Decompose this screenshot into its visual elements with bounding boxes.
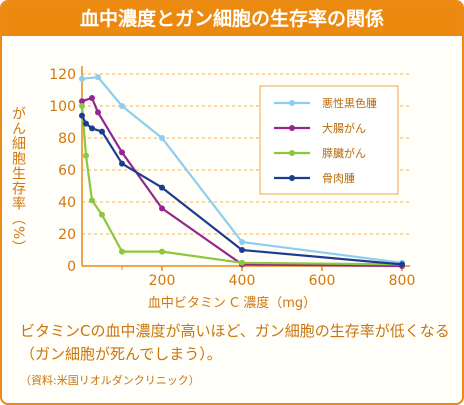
chart-plot: 0 20 40 60 80 100 120 200 400 600 800 悪性黒色腫大腸がん膵臓が… xyxy=(49,66,415,289)
y-tick-label: 80 xyxy=(58,131,76,147)
data-point xyxy=(239,247,245,253)
legend-label: 骨肉腫 xyxy=(322,171,355,185)
data-point xyxy=(89,125,95,132)
data-point xyxy=(399,261,405,268)
data-point xyxy=(119,103,125,109)
legend-marker xyxy=(289,125,295,131)
data-point xyxy=(99,211,105,218)
series-line-3 xyxy=(80,105,403,266)
data-point xyxy=(159,205,165,212)
data-point xyxy=(79,112,85,119)
data-point xyxy=(159,184,165,191)
x-tick-label: 600 xyxy=(309,273,336,289)
data-point xyxy=(95,74,101,81)
y-tick-label: 120 xyxy=(49,67,76,83)
y-tick-label: 100 xyxy=(49,99,76,115)
y-tick-label: 40 xyxy=(58,195,76,211)
data-point xyxy=(79,75,85,82)
data-point xyxy=(119,248,125,255)
x-tick-label: 200 xyxy=(149,273,176,289)
grid-lines xyxy=(82,73,410,235)
legend-marker xyxy=(289,150,295,156)
data-point xyxy=(89,95,95,101)
x-tick-label: 800 xyxy=(389,273,416,289)
data-point xyxy=(79,103,85,109)
data-point xyxy=(99,128,105,135)
x-axis-label: 血中ビタミン C 濃度（mg） xyxy=(147,296,317,311)
tick-labels: 0 20 40 60 80 100 120 200 400 600 800 xyxy=(49,67,415,289)
data-point xyxy=(83,120,89,127)
data-point xyxy=(119,160,125,167)
data-point xyxy=(83,152,89,159)
y-axis-label: がん細胞生存率（%） xyxy=(10,106,26,256)
x-tick-label: 400 xyxy=(229,273,256,289)
legend-marker xyxy=(289,100,295,106)
data-point xyxy=(89,197,95,204)
chart-caption: ビタミンCの血中濃度が高いほど、ガン細胞の生存率が低くなる（ガン細胞が死んでしま… xyxy=(20,322,450,363)
legend-marker xyxy=(289,175,295,181)
series-lines xyxy=(79,74,405,269)
legend-label: 悪性黒色腫 xyxy=(322,96,377,110)
y-tick-label: 20 xyxy=(58,227,76,243)
y-tick-label: 0 xyxy=(67,259,76,275)
data-point xyxy=(159,248,165,255)
data-point xyxy=(239,259,245,266)
data-point xyxy=(79,98,85,105)
data-point xyxy=(119,149,125,156)
data-point xyxy=(239,239,245,245)
legend-label: 大腸がん xyxy=(322,121,366,135)
chart-title: 血中濃度とガン細胞の生存率の関係 xyxy=(2,2,462,36)
data-point xyxy=(159,135,165,141)
y-tick-label: 60 xyxy=(58,163,76,179)
source-note: （資料:米国リオルダンクリニック） xyxy=(20,374,200,387)
legend-label: 膵臓がん xyxy=(322,146,366,160)
data-point xyxy=(95,109,101,116)
